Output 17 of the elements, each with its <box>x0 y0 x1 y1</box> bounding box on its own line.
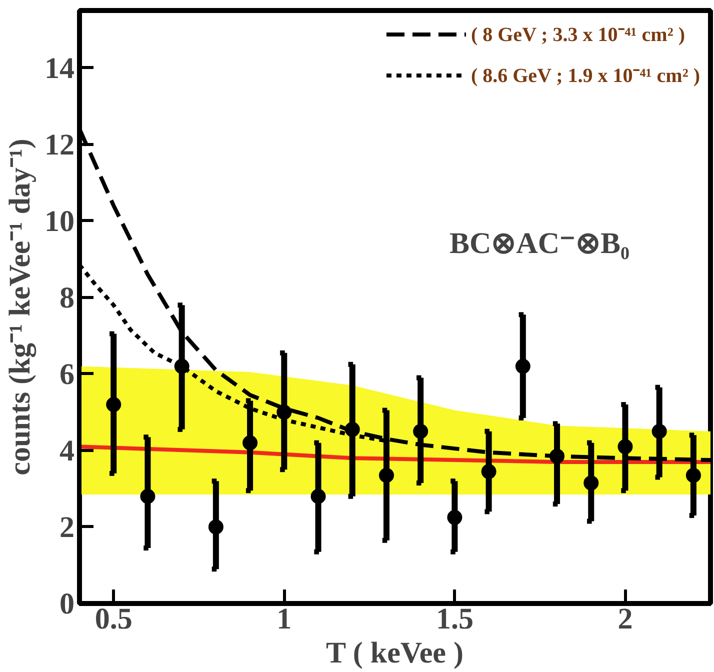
x-tick-label: 0.5 <box>94 602 132 636</box>
y-tick-label: 10 <box>44 204 74 238</box>
x-axis-title: T ( keVee ) <box>326 636 464 670</box>
x-tick-label: 2 <box>618 602 633 636</box>
legend-label: ( 8 GeV ; 3.3 x 10⁻⁴¹ cm² ) <box>470 23 685 47</box>
annotation: BC⊗AC⁻⊗B₀ <box>449 227 630 260</box>
y-tick-label: 2 <box>60 510 74 544</box>
y-axis-title: counts (kg⁻¹ keVee⁻¹ day⁻¹) <box>4 138 36 476</box>
legend-label: ( 8.6 GeV ; 1.9 x 10⁻⁴¹ cm² ) <box>470 64 700 88</box>
y-tick-label: 6 <box>60 358 74 391</box>
x-tick-label: 1 <box>276 602 292 636</box>
y-tick-label: 4 <box>60 434 74 468</box>
y-tick-label: 14 <box>44 52 74 85</box>
x-tick-label: 1.5 <box>436 602 474 636</box>
y-tick-label: 8 <box>60 281 74 314</box>
y-tick-label: 0 <box>60 588 74 620</box>
y-tick-label: 12 <box>44 128 74 162</box>
